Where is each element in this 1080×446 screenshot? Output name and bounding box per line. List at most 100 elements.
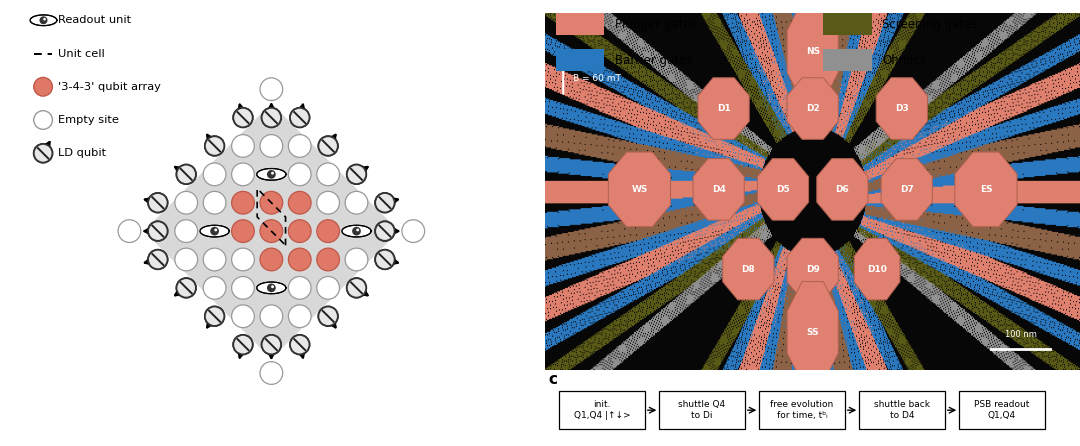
Circle shape xyxy=(231,163,254,186)
Bar xyxy=(823,50,872,71)
Circle shape xyxy=(40,16,48,24)
Circle shape xyxy=(176,278,195,297)
FancyBboxPatch shape xyxy=(559,391,645,429)
Polygon shape xyxy=(386,227,393,235)
Polygon shape xyxy=(876,78,928,139)
FancyBboxPatch shape xyxy=(860,391,945,429)
Circle shape xyxy=(271,285,274,288)
Circle shape xyxy=(231,191,254,214)
Circle shape xyxy=(205,306,225,326)
Text: D5: D5 xyxy=(777,185,789,194)
Circle shape xyxy=(260,78,283,100)
Polygon shape xyxy=(200,225,229,237)
Text: Empty site: Empty site xyxy=(58,115,120,125)
Circle shape xyxy=(148,193,167,212)
Circle shape xyxy=(319,136,338,156)
Text: PSB readout
Q1,Q4: PSB readout Q1,Q4 xyxy=(974,401,1029,420)
Circle shape xyxy=(319,306,338,326)
Text: Screening gates: Screening gates xyxy=(882,17,977,31)
Circle shape xyxy=(316,163,339,186)
Circle shape xyxy=(288,305,311,328)
Polygon shape xyxy=(787,238,838,300)
Bar xyxy=(556,50,604,71)
Circle shape xyxy=(203,163,226,186)
Circle shape xyxy=(233,335,253,355)
Circle shape xyxy=(260,220,283,243)
Text: D1: D1 xyxy=(717,104,730,113)
Circle shape xyxy=(260,248,283,271)
Circle shape xyxy=(175,248,198,271)
Polygon shape xyxy=(787,281,838,383)
Polygon shape xyxy=(757,159,809,220)
Polygon shape xyxy=(149,257,157,264)
Text: D9: D9 xyxy=(806,264,820,273)
Text: D4: D4 xyxy=(712,185,726,194)
Text: D6: D6 xyxy=(836,185,849,194)
Text: 100 nm: 100 nm xyxy=(1004,330,1037,339)
Circle shape xyxy=(261,108,281,127)
Polygon shape xyxy=(955,152,1017,227)
FancyBboxPatch shape xyxy=(659,391,745,429)
Polygon shape xyxy=(386,257,393,264)
Circle shape xyxy=(288,248,311,271)
Circle shape xyxy=(316,191,339,214)
Text: D3: D3 xyxy=(895,104,908,113)
Circle shape xyxy=(288,220,311,243)
Circle shape xyxy=(231,305,254,328)
Polygon shape xyxy=(238,109,245,116)
Text: init.
Q1,Q4 |↑↓>: init. Q1,Q4 |↑↓> xyxy=(573,401,631,420)
Circle shape xyxy=(33,144,53,163)
Circle shape xyxy=(233,108,253,127)
Circle shape xyxy=(205,136,225,156)
Text: shuttle Q4
to Di: shuttle Q4 to Di xyxy=(678,401,726,420)
Text: Ohmics: Ohmics xyxy=(882,54,927,67)
Circle shape xyxy=(33,144,53,163)
Polygon shape xyxy=(356,287,364,294)
Circle shape xyxy=(375,250,394,269)
Polygon shape xyxy=(698,78,750,139)
Circle shape xyxy=(231,248,254,271)
Circle shape xyxy=(288,163,311,186)
Text: D7: D7 xyxy=(900,185,914,194)
Polygon shape xyxy=(881,159,932,220)
Circle shape xyxy=(316,248,339,271)
Text: c: c xyxy=(548,372,557,387)
Circle shape xyxy=(203,277,226,299)
Circle shape xyxy=(375,193,394,212)
Circle shape xyxy=(261,108,281,127)
Text: B = 60 mT: B = 60 mT xyxy=(573,74,621,83)
Polygon shape xyxy=(178,168,186,175)
Polygon shape xyxy=(608,152,671,227)
Circle shape xyxy=(261,335,281,355)
Polygon shape xyxy=(816,159,868,220)
Circle shape xyxy=(118,220,140,243)
Text: shuttle back
to D4: shuttle back to D4 xyxy=(874,401,930,420)
Circle shape xyxy=(148,193,167,212)
Polygon shape xyxy=(723,238,774,300)
Polygon shape xyxy=(342,225,372,237)
Text: Unit cell: Unit cell xyxy=(58,49,105,58)
Circle shape xyxy=(316,277,339,299)
Circle shape xyxy=(288,277,311,299)
Polygon shape xyxy=(208,138,216,145)
Polygon shape xyxy=(693,159,744,220)
Polygon shape xyxy=(149,198,157,205)
Circle shape xyxy=(33,111,53,129)
Text: LD qubit: LD qubit xyxy=(58,148,107,158)
Polygon shape xyxy=(208,317,216,324)
Circle shape xyxy=(316,220,339,243)
Circle shape xyxy=(267,284,275,292)
Bar xyxy=(556,13,604,35)
Polygon shape xyxy=(268,346,275,353)
Polygon shape xyxy=(144,103,400,359)
Bar xyxy=(823,13,872,35)
Circle shape xyxy=(148,221,167,241)
Circle shape xyxy=(260,191,283,214)
Text: D2: D2 xyxy=(806,104,820,113)
Text: D10: D10 xyxy=(867,264,887,273)
Circle shape xyxy=(356,228,360,231)
Text: D8: D8 xyxy=(742,264,755,273)
Circle shape xyxy=(203,191,226,214)
Text: Plunger gates: Plunger gates xyxy=(615,17,697,31)
Circle shape xyxy=(291,108,310,127)
